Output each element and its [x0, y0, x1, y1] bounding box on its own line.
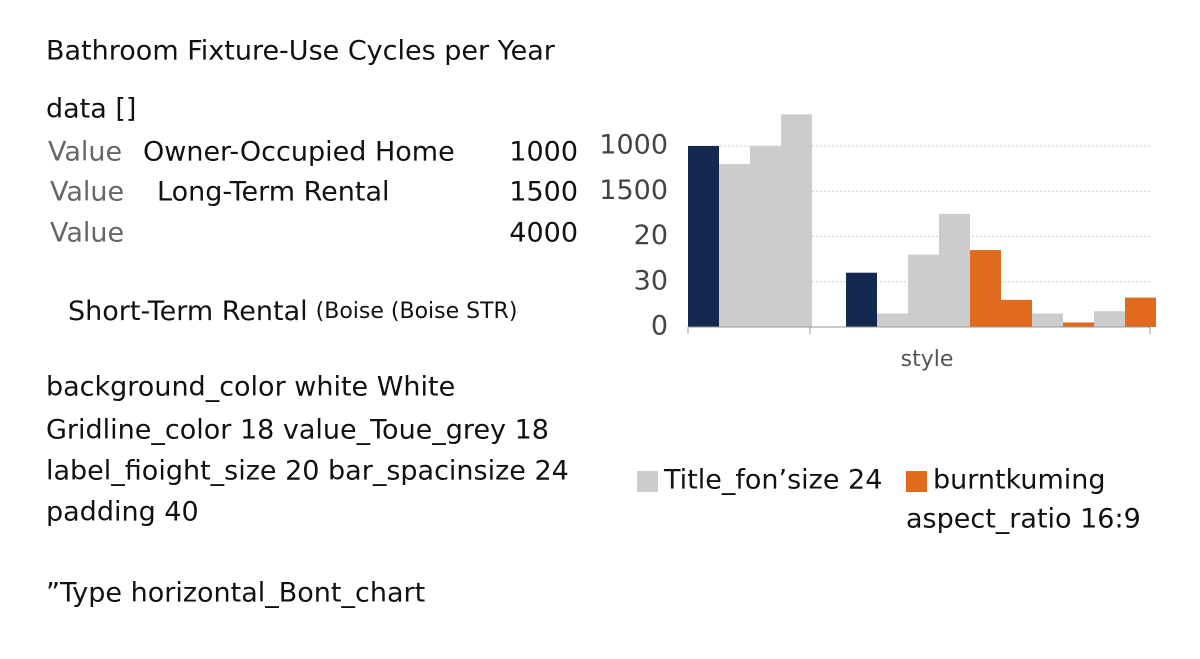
note-small: (Boise (Boise STR) — [316, 299, 518, 324]
row-value: 1000 — [509, 137, 578, 168]
y-tick-label: 0 — [651, 311, 668, 342]
note: Short-Term Rental (Boise (Boise STR) — [68, 296, 517, 327]
bar — [877, 313, 908, 327]
y-tick-label: 20 — [634, 220, 668, 251]
legend-note: aspect_ratio 16:9 — [906, 504, 1141, 535]
bar — [846, 272, 877, 327]
bar — [1063, 322, 1094, 327]
note-main: Short-Term Rental — [68, 296, 308, 327]
row-key: Value — [48, 137, 122, 168]
bar — [688, 146, 719, 327]
bar — [1094, 311, 1125, 327]
row-value: 1500 — [509, 177, 578, 208]
row-value: 4000 — [509, 218, 578, 249]
type-line: ”Type horizontal_Bont_chart — [46, 578, 425, 609]
setting-line: Gridline_color 18 value_Toue_grey 18 — [46, 415, 549, 446]
row-key: Value — [50, 218, 124, 249]
setting-line: label_fioight_size 20 bar_spacinsize 24 — [46, 456, 569, 487]
legend-swatch — [906, 471, 927, 492]
setting-line: background_color white White — [46, 372, 455, 403]
legend-label: burntkuming — [933, 465, 1106, 496]
bar — [970, 250, 1001, 327]
data-heading: data [] — [46, 94, 136, 125]
row-label: Owner-Occupied Home — [143, 137, 455, 168]
bar — [781, 114, 812, 327]
legend-swatch — [637, 471, 658, 492]
bar — [719, 164, 750, 327]
row-key: Value — [50, 177, 124, 208]
y-tick-label: 1000 — [599, 130, 668, 161]
setting-line: padding 40 — [46, 497, 199, 528]
y-tick-label: 30 — [634, 265, 668, 296]
bar — [750, 146, 781, 327]
y-tick-label: 1500 — [599, 175, 668, 206]
bar — [1125, 297, 1156, 327]
bar — [939, 213, 970, 327]
row-label: Long-Term Rental — [157, 177, 390, 208]
bar — [1032, 313, 1063, 327]
title: Bathroom Fixture-Use Cycles per Year — [46, 36, 556, 67]
legend-label: Title_fon’size 24 — [663, 465, 882, 496]
bar — [908, 254, 939, 327]
bar — [1001, 299, 1032, 327]
x-axis-label: style — [901, 347, 954, 372]
